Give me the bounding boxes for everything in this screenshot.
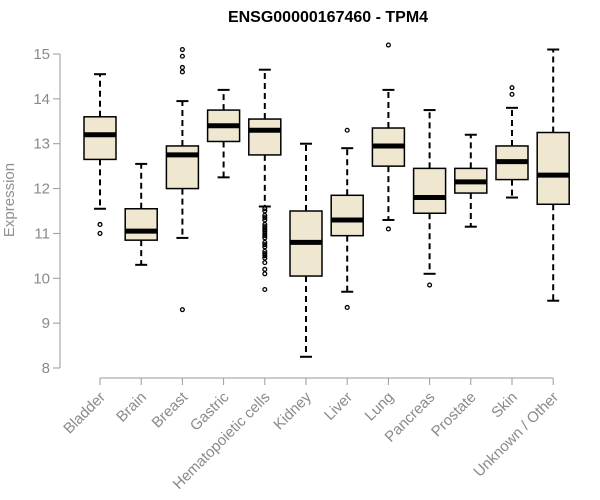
- box-group-prostate: [454, 133, 488, 228]
- y-axis: 8 9 10 11 12 13 14 15: [33, 46, 61, 377]
- box-group-gastric: [206, 88, 241, 179]
- box-group-liver: [330, 127, 364, 310]
- outlier-point: [179, 46, 185, 53]
- outlier-point: [262, 239, 268, 245]
- outlier-point: [179, 307, 185, 313]
- box-group-skin: [495, 85, 529, 199]
- outlier-point: [262, 228, 268, 234]
- outlier-point: [262, 215, 268, 221]
- outlier-point: [179, 64, 185, 71]
- outlier-point: [179, 53, 185, 59]
- box-group-hematopoietic-cells: [248, 68, 282, 293]
- outlier-point: [427, 282, 433, 288]
- box-group-kidney: [289, 142, 323, 358]
- box-group-pancreas: [412, 109, 447, 288]
- box-group-lung: [371, 42, 406, 232]
- y-tick-label: 10: [33, 270, 50, 287]
- box: [412, 167, 447, 214]
- outlier-point: [262, 217, 268, 223]
- box: [165, 145, 200, 190]
- outlier-point: [344, 304, 350, 310]
- y-tick-label: 12: [33, 181, 50, 198]
- outlier-point: [262, 235, 268, 241]
- outlier-point: [262, 251, 268, 257]
- outlier-point: [262, 208, 268, 214]
- y-tick-label: 14: [33, 91, 50, 108]
- outlier-point: [262, 230, 268, 236]
- outlier-point: [262, 244, 268, 250]
- box-group-unknown-other: [536, 48, 570, 302]
- outlier-point: [97, 221, 103, 228]
- box: [83, 116, 117, 161]
- outlier-point: [509, 91, 515, 97]
- outlier-point: [262, 212, 268, 219]
- outlier-point: [262, 206, 268, 212]
- y-tick-label: 13: [33, 136, 50, 153]
- outlier-point: [179, 69, 185, 75]
- outlier-point: [262, 286, 268, 293]
- outlier-point: [262, 248, 268, 254]
- box: [536, 131, 570, 206]
- x-tick-label: Breast: [149, 388, 192, 431]
- outlier-point: [262, 255, 268, 261]
- x-tick-label: Brain: [113, 389, 150, 426]
- outlier-point: [385, 226, 391, 232]
- outlier-point: [509, 85, 515, 91]
- outlier-point: [262, 224, 268, 230]
- y-tick-label: 8: [42, 360, 50, 377]
- box-group-brain: [124, 162, 158, 266]
- outlier-point: [262, 266, 268, 272]
- x-tick-label: Liver: [321, 389, 356, 424]
- y-tick-label: 11: [34, 225, 50, 242]
- y-tick-label: 9: [42, 315, 50, 332]
- box: [330, 194, 364, 237]
- outlier-point: [262, 226, 268, 232]
- y-tick-label: 15: [33, 46, 50, 63]
- outlier-point: [262, 271, 268, 277]
- chart-title: ENSG00000167460 - TPM4: [228, 9, 428, 26]
- outlier-point: [262, 242, 268, 248]
- x-tick-label: Prostate: [428, 389, 480, 441]
- y-axis-label: Expression: [1, 163, 18, 237]
- outlier-point: [385, 42, 391, 48]
- outlier-point: [262, 253, 268, 259]
- outlier-point: [262, 260, 268, 266]
- box-group-bladder: [83, 73, 117, 236]
- box-group-breast: [165, 46, 200, 313]
- x-tick-label: Bladder: [60, 389, 109, 438]
- outlier-point: [344, 127, 350, 133]
- x-tick-label: Kidney: [270, 388, 315, 433]
- x-tick-label: Skin: [488, 389, 521, 422]
- x-tick-label: Lung: [362, 389, 398, 425]
- outlier-point: [97, 230, 103, 236]
- outlier-point: [262, 221, 268, 228]
- box: [124, 208, 158, 241]
- plot-area: [83, 42, 570, 358]
- outlier-point: [262, 233, 268, 239]
- box: [248, 118, 282, 156]
